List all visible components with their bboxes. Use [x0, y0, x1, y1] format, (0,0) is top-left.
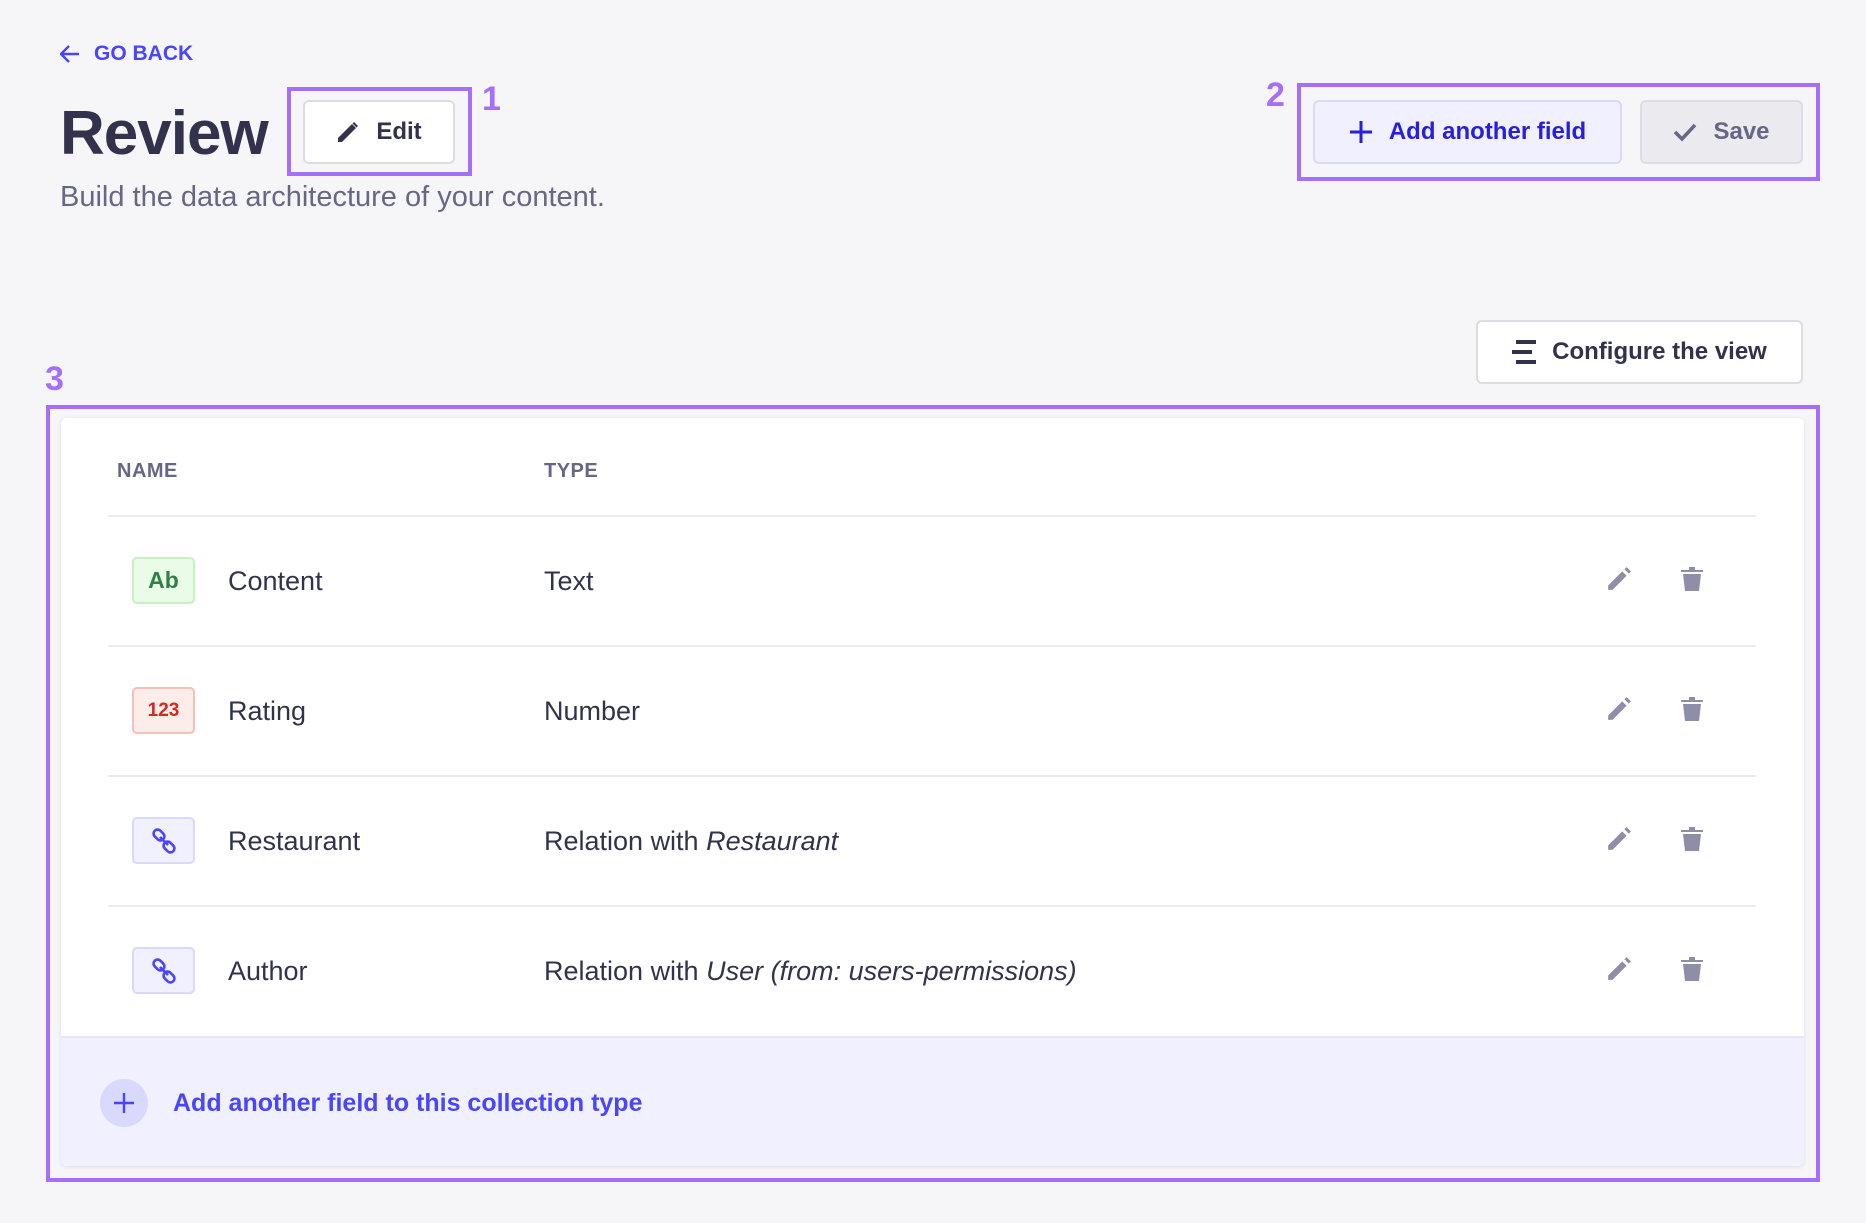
- field-type: Relation with User (from: users-permissi…: [544, 906, 1077, 1036]
- delete-field-button[interactable]: [1680, 826, 1704, 857]
- add-field-label: Add another field: [1388, 118, 1587, 145]
- annotation-box-3: [46, 405, 1820, 1182]
- delete-field-button[interactable]: [1680, 566, 1704, 597]
- annotation-number-1: 1: [482, 80, 501, 118]
- edit-field-button[interactable]: [1606, 566, 1632, 597]
- type-target: Restaurant: [706, 826, 839, 856]
- edit-button[interactable]: Edit: [303, 100, 455, 164]
- go-back-label: GO BACK: [94, 42, 194, 65]
- type-target: User (from: users-permissions): [706, 956, 1077, 986]
- annotation-box-1: [287, 87, 472, 176]
- plus-icon: [114, 1093, 134, 1113]
- edit-label: Edit: [376, 118, 422, 145]
- field-type-badge: [132, 817, 195, 864]
- plus-icon: [1349, 121, 1372, 143]
- pencil-icon: [1608, 697, 1631, 720]
- edit-field-button[interactable]: [1606, 696, 1632, 727]
- add-field-footer[interactable]: Add another field to this collection typ…: [61, 1036, 1804, 1166]
- pencil-icon: [1608, 957, 1631, 980]
- type-text: Relation with: [544, 826, 707, 856]
- annotation-number-2: 2: [1266, 76, 1285, 114]
- delete-field-button[interactable]: [1680, 956, 1704, 987]
- table-row[interactable]: 123 Rating Number: [61, 646, 1804, 777]
- link-icon: [151, 827, 176, 854]
- trash-icon: [1681, 697, 1703, 721]
- field-name: Rating: [228, 696, 307, 726]
- fields-table: NAME TYPE Ab Content Text 123 Rating Num…: [61, 418, 1804, 1166]
- pencil-icon: [1608, 567, 1631, 590]
- annotation-box-2: [1297, 83, 1820, 181]
- table-row[interactable]: Ab Content Text: [61, 516, 1804, 647]
- column-header-type: TYPE: [544, 460, 599, 482]
- field-name: Author: [228, 956, 308, 986]
- type-text: Number: [544, 696, 641, 726]
- configure-label: Configure the view: [1552, 338, 1767, 365]
- table-row[interactable]: Author Relation with User (from: users-p…: [61, 906, 1804, 1036]
- add-field-footer-label[interactable]: Add another field to this collection typ…: [173, 1089, 643, 1117]
- divider: [108, 905, 1756, 907]
- table-row[interactable]: Restaurant Relation with Restaurant: [61, 776, 1804, 907]
- divider: [108, 515, 1756, 517]
- annotation-number-3: 3: [45, 360, 64, 398]
- field-name: Content: [228, 566, 323, 596]
- save-label: Save: [1713, 118, 1770, 145]
- pencil-icon: [338, 122, 359, 142]
- badge-text: 123: [147, 699, 180, 721]
- type-text: Relation with: [544, 956, 707, 986]
- badge-text: Ab: [148, 567, 179, 593]
- page-subtitle: Build the data architecture of your cont…: [60, 181, 605, 213]
- column-header-name: NAME: [117, 460, 178, 482]
- check-icon: [1674, 123, 1697, 142]
- arrow-left-icon: [60, 45, 79, 63]
- configure-view-button[interactable]: Configure the view: [1476, 320, 1803, 384]
- field-type-badge: 123: [132, 687, 195, 734]
- link-icon: [151, 957, 176, 984]
- field-type: Number: [544, 646, 640, 776]
- add-field-plus-button[interactable]: [100, 1079, 148, 1127]
- trash-icon: [1681, 567, 1703, 591]
- field-type: Text: [544, 516, 594, 646]
- field-type-badge: Ab: [132, 557, 195, 604]
- pencil-icon: [1608, 827, 1631, 850]
- page-title: Review: [60, 99, 269, 168]
- field-type-badge: [132, 947, 195, 994]
- divider: [108, 645, 1756, 647]
- trash-icon: [1681, 827, 1703, 851]
- trash-icon: [1681, 957, 1703, 981]
- field-name: Restaurant: [228, 826, 361, 856]
- type-text: Text: [544, 566, 594, 596]
- save-button[interactable]: Save: [1640, 100, 1803, 164]
- edit-field-button[interactable]: [1606, 826, 1632, 857]
- divider: [108, 775, 1756, 777]
- field-type: Relation with Restaurant: [544, 776, 838, 906]
- edit-field-button[interactable]: [1606, 956, 1632, 987]
- delete-field-button[interactable]: [1680, 696, 1704, 727]
- go-back-link[interactable]: GO BACK: [60, 42, 193, 66]
- layout-icon: [1512, 340, 1537, 364]
- add-another-field-button[interactable]: Add another field: [1313, 100, 1622, 164]
